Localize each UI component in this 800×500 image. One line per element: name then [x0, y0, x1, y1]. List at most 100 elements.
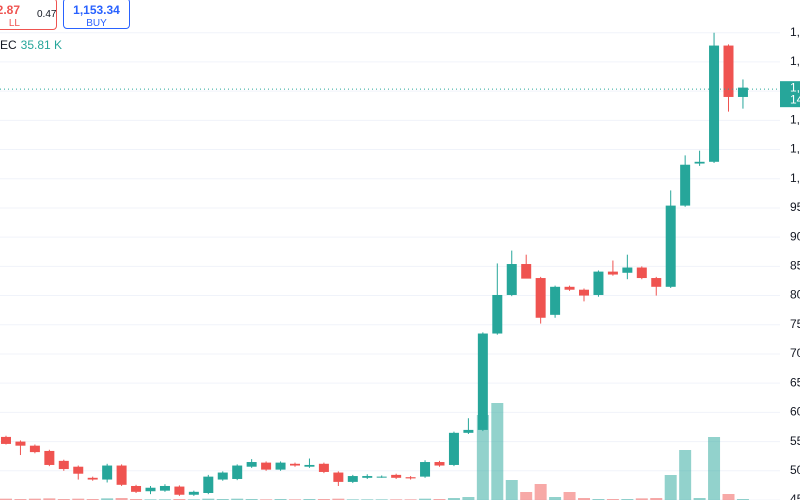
volume-bar — [202, 498, 215, 500]
volume-bar — [462, 497, 475, 500]
candle-body — [680, 164, 691, 206]
candle-body — [434, 462, 445, 466]
volume-bar — [72, 498, 85, 500]
y-tick-label: 1, — [790, 112, 800, 126]
spread: 0.47 — [37, 9, 57, 20]
candle-body — [737, 87, 748, 97]
y-tick-label: 50 — [790, 463, 800, 477]
y-tick-label: 85 — [790, 259, 800, 273]
candle-body — [102, 465, 113, 480]
volume-legend-label: EC — [0, 38, 17, 52]
candle-body — [593, 271, 604, 295]
candle-body — [217, 472, 228, 480]
volume-legend: EC 35.81 K — [0, 38, 62, 52]
volume-bar — [664, 475, 677, 500]
y-tick-label: 90 — [790, 229, 800, 243]
candle-body — [87, 477, 98, 480]
candle-body — [188, 491, 199, 495]
candle-body — [651, 278, 662, 287]
volume-bar — [419, 498, 432, 500]
volume-bar — [650, 498, 663, 500]
last-price-label: 1, — [790, 80, 800, 94]
volume-bar — [708, 437, 721, 500]
candle-body — [723, 45, 734, 97]
candle-body — [290, 463, 300, 466]
volume-bar — [231, 498, 244, 500]
candle-body — [145, 487, 156, 492]
candle-body — [73, 466, 84, 474]
buy-button[interactable]: 1,153.34 BUY — [63, 0, 130, 29]
candle-body — [159, 485, 170, 491]
candle-body — [333, 472, 344, 482]
candle-body — [694, 161, 705, 164]
volume-bar — [722, 494, 735, 500]
candle-body — [376, 476, 387, 478]
volume-bar — [549, 497, 562, 500]
volume-bar — [563, 492, 576, 500]
candle-body — [448, 432, 459, 465]
candle-body — [579, 289, 589, 296]
volume-bar — [520, 492, 533, 500]
candle-body — [405, 477, 416, 479]
volume-bar — [115, 498, 128, 500]
candle-body — [709, 45, 720, 162]
candle-body — [44, 450, 55, 465]
candle-body — [477, 333, 488, 430]
bar-countdown: 14 — [790, 92, 800, 106]
sell-price: 2.87 — [0, 3, 20, 17]
y-tick-label: 55 — [790, 434, 800, 448]
volume-bar — [476, 415, 489, 500]
candle-body — [304, 464, 315, 467]
y-tick-label: 65 — [790, 375, 800, 389]
candle-body — [550, 286, 561, 315]
candle-body — [58, 460, 69, 470]
y-tick-label: 1, — [790, 25, 800, 39]
volume-bar — [28, 498, 41, 500]
candle-body — [636, 267, 647, 279]
volume-bar — [505, 480, 518, 500]
y-tick-label: 1, — [790, 171, 800, 185]
candle-body — [564, 286, 575, 290]
candle-body — [232, 465, 243, 479]
candle-body — [362, 476, 373, 478]
volume-bar — [101, 498, 114, 500]
candle-body — [391, 474, 402, 478]
y-tick-label: 75 — [790, 317, 800, 331]
candle-body — [622, 267, 633, 273]
candle-body — [420, 462, 431, 477]
y-tick-label: 1, — [790, 142, 800, 156]
volume-bar — [635, 498, 648, 500]
buy-label: BUY — [86, 18, 107, 29]
candle-body — [665, 205, 676, 287]
candle-body — [246, 462, 257, 467]
volume-bar — [679, 450, 692, 500]
candle-body — [203, 476, 214, 493]
y-tick-label: 95 — [790, 200, 800, 214]
y-tick-label: 60 — [790, 405, 800, 419]
candle-body — [463, 429, 474, 433]
candle-body — [29, 445, 40, 453]
volume-bar — [578, 498, 590, 500]
buy-price: 1,153.34 — [73, 3, 120, 17]
volume-bar — [0, 498, 12, 500]
sell-button[interactable]: 2.87 LL — [0, 0, 57, 30]
candle-body — [607, 271, 618, 275]
y-tick-label: 70 — [790, 346, 800, 360]
y-tick-label: 45 — [790, 492, 800, 500]
volume-bar — [534, 484, 547, 500]
candle-body — [261, 462, 272, 470]
candle-body — [535, 278, 546, 318]
volume-bar — [693, 498, 706, 500]
volume-bar — [447, 498, 460, 500]
candle-body — [492, 294, 503, 334]
last-price-badge — [780, 81, 800, 108]
candle-body — [1, 436, 11, 444]
candle-body — [275, 462, 286, 470]
volume-legend-value: 35.81 K — [20, 38, 63, 52]
volume-bar — [43, 498, 56, 500]
y-tick-label: 1, — [790, 54, 800, 68]
candle-body — [15, 441, 26, 446]
y-tick-label: 80 — [790, 288, 800, 302]
